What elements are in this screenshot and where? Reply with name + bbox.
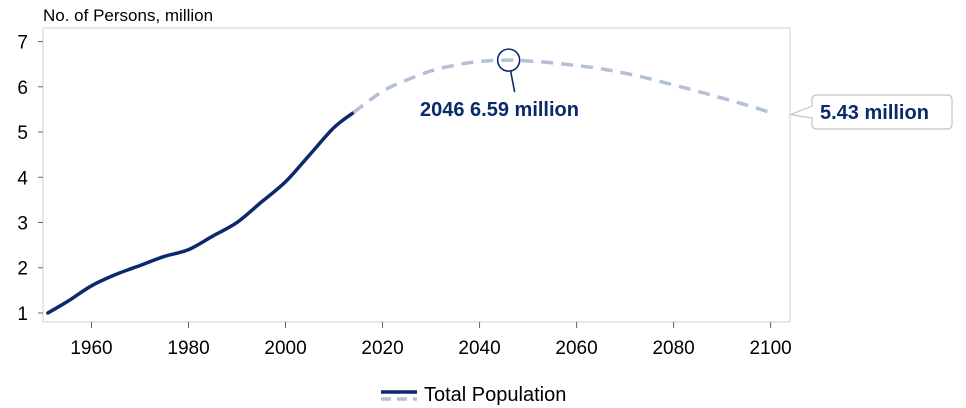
y-tick-label: 6 <box>17 78 28 99</box>
projection-series-line <box>352 58 772 115</box>
x-tick-label: 2020 <box>361 338 403 359</box>
y-axis: 1 2 3 4 5 6 7 <box>17 33 43 325</box>
y-tick-label: 2 <box>17 259 28 280</box>
peak-circle-marker <box>496 48 521 72</box>
y-tick-label: 3 <box>17 213 28 234</box>
series-layer <box>46 58 772 315</box>
x-tick-label: 1960 <box>70 338 112 359</box>
peak-leader-line <box>509 70 516 93</box>
y-tick-label: 5 <box>17 123 28 144</box>
peak-annotation-label: 2046 6.59 million <box>420 99 579 121</box>
x-tick-label: 2040 <box>458 338 500 359</box>
end-callout-box <box>788 94 953 130</box>
legend-label-total-population: Total Population <box>424 384 566 406</box>
end-annotation-label: 5.43 million <box>820 102 929 124</box>
y-tick-label: 7 <box>17 33 28 54</box>
x-tick-label: 2080 <box>652 338 694 359</box>
plot-frame <box>42 27 791 323</box>
x-axis: 1960 1980 2000 2020 2040 2060 2080 2100 <box>70 322 792 359</box>
y-tick-label: 1 <box>17 304 28 325</box>
x-tick-label: 2060 <box>555 338 597 359</box>
annotation-layer: 2046 6.59 million 5.43 million <box>420 48 953 130</box>
y-axis-title: No. of Persons, million <box>43 6 213 25</box>
y-tick-label: 4 <box>17 168 28 189</box>
x-tick-label: 2100 <box>749 338 791 359</box>
historical-series-line <box>46 110 356 315</box>
x-tick-label: 2000 <box>264 338 306 359</box>
x-tick-label: 1980 <box>167 338 209 359</box>
legend: Total Population <box>381 384 566 406</box>
